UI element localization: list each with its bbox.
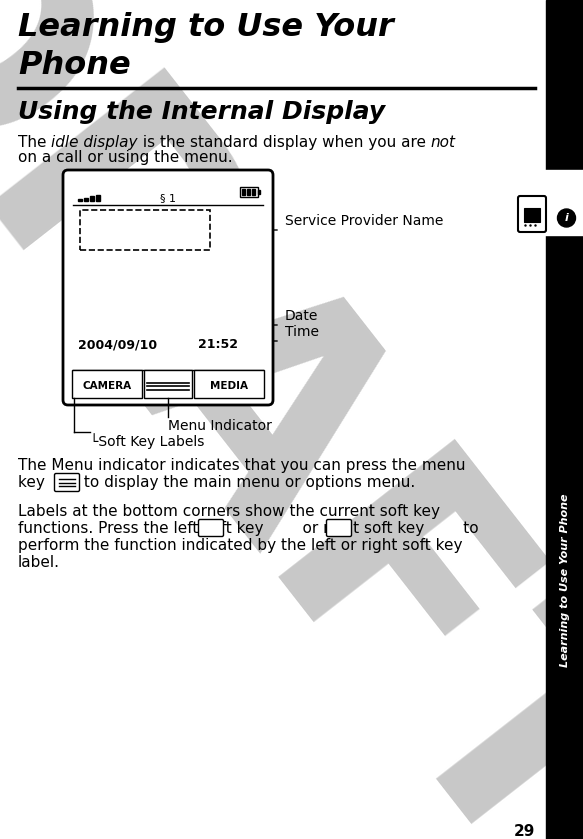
Text: i: i <box>564 213 568 223</box>
Text: Learning to Use Your: Learning to Use Your <box>18 12 394 43</box>
Text: MEDIA: MEDIA <box>210 381 248 391</box>
Text: CAMERA: CAMERA <box>82 381 132 391</box>
FancyBboxPatch shape <box>518 196 546 232</box>
Text: Service Provider Name: Service Provider Name <box>285 214 444 228</box>
Bar <box>524 208 540 222</box>
Text: Menu Indicator: Menu Indicator <box>168 419 272 433</box>
Text: 2004/09/10: 2004/09/10 <box>78 338 157 351</box>
FancyBboxPatch shape <box>63 170 273 405</box>
Bar <box>84 197 88 201</box>
Text: The Menu indicator indicates that you can press the menu: The Menu indicator indicates that you ca… <box>18 458 465 473</box>
Bar <box>516 170 583 235</box>
Text: Using the Internal Display: Using the Internal Display <box>18 100 385 124</box>
Bar <box>252 189 255 195</box>
Text: Date: Date <box>285 309 318 323</box>
Bar <box>90 196 94 201</box>
FancyBboxPatch shape <box>198 519 223 536</box>
Circle shape <box>557 209 575 227</box>
Bar <box>240 187 258 197</box>
Text: The: The <box>18 135 51 150</box>
Text: § 1: § 1 <box>160 193 176 203</box>
Text: perform the function indicated by the left or right soft key: perform the function indicated by the le… <box>18 538 462 553</box>
Bar <box>78 199 82 201</box>
Bar <box>80 210 210 250</box>
Bar <box>72 370 142 398</box>
Text: idle display: idle display <box>51 135 138 150</box>
Bar <box>96 195 100 201</box>
Text: is the standard display when you are: is the standard display when you are <box>138 135 431 150</box>
Text: Learning to Use Your Phone: Learning to Use Your Phone <box>560 493 570 667</box>
Text: label.: label. <box>18 555 60 570</box>
Bar <box>546 0 583 839</box>
Bar <box>194 370 264 398</box>
Text: 29: 29 <box>514 824 535 839</box>
Text: └Soft Key Labels: └Soft Key Labels <box>90 433 205 449</box>
Bar <box>247 189 250 195</box>
FancyBboxPatch shape <box>54 473 79 492</box>
Text: Time: Time <box>285 325 319 339</box>
Text: Labels at the bottom corners show the current soft key: Labels at the bottom corners show the cu… <box>18 504 440 519</box>
Text: not: not <box>431 135 456 150</box>
Text: key        to display the main menu or options menu.: key to display the main menu or options … <box>18 475 415 490</box>
FancyBboxPatch shape <box>326 519 352 536</box>
Bar <box>258 190 260 194</box>
Bar <box>144 370 192 398</box>
Text: on a call or using the menu.: on a call or using the menu. <box>18 150 233 165</box>
Text: 21:52: 21:52 <box>198 338 238 351</box>
Bar <box>242 189 245 195</box>
Text: Phone: Phone <box>18 50 131 81</box>
Text: functions. Press the left soft key        or right soft key        to: functions. Press the left soft key or ri… <box>18 521 479 536</box>
